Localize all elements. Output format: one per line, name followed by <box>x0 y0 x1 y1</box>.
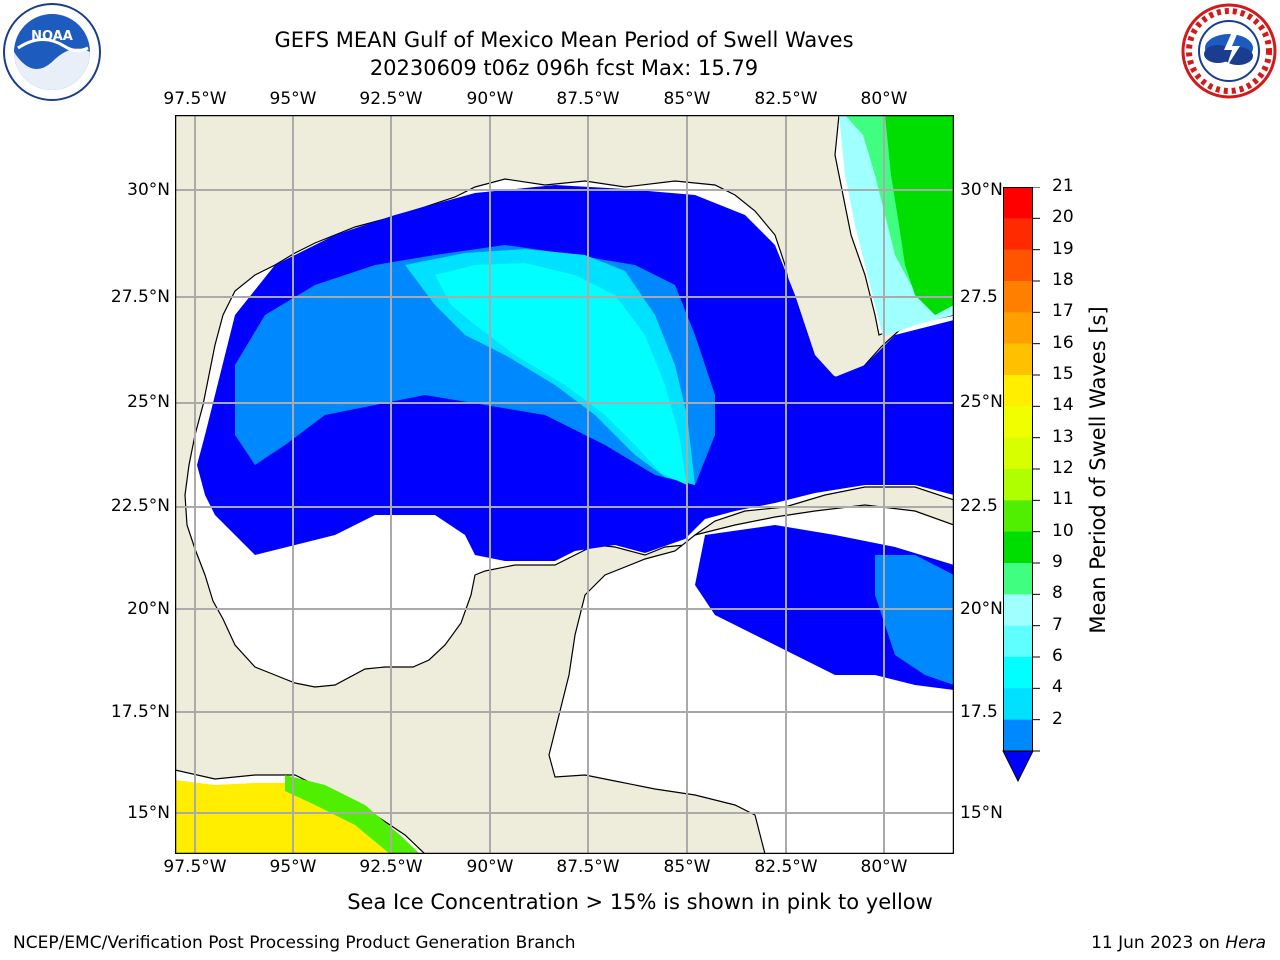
noaa-logo-icon: NOAA <box>3 3 101 101</box>
colorbar-tick-label: 6 <box>1052 646 1063 666</box>
colorbar-tick-label: 12 <box>1052 458 1074 478</box>
colorbar-segment <box>1003 625 1033 658</box>
lat-label: 30°N <box>960 180 1003 200</box>
swell-band-pacific-green <box>285 775 420 854</box>
colorbar-segment <box>1003 594 1033 627</box>
lon-label: 92.5°W <box>359 857 423 877</box>
colorbar-tick-label: 11 <box>1052 489 1074 510</box>
colorbar-extend-arrow <box>1002 750 1034 783</box>
colorbar-segment <box>1003 531 1033 564</box>
colorbar-tick-label: 10 <box>1052 520 1074 541</box>
colorbar-tick-label: 21 <box>1052 176 1074 196</box>
lat-label: 27.5 <box>960 287 998 307</box>
lat-label: 15°N <box>960 803 1003 823</box>
lon-label: 82.5°W <box>754 89 818 109</box>
colorbar-segment <box>1003 312 1033 345</box>
colorbar-tick-label: 9 <box>1052 552 1063 572</box>
footer-host: Hera <box>1225 933 1266 953</box>
colorbar-label: Mean Period of Swell Waves [s] <box>1086 306 1110 634</box>
colorbar-tick-label: 7 <box>1052 614 1063 635</box>
lon-label: 90°W <box>466 857 514 877</box>
lat-label: 20°N <box>960 599 1003 619</box>
colorbar-segment <box>1003 343 1033 376</box>
colorbar-segment <box>1003 281 1033 313</box>
colorbar-tick-label: 14 <box>1052 395 1074 416</box>
lon-label: 87.5°W <box>556 857 620 877</box>
lon-label: 80°W <box>860 89 908 109</box>
lat-label: 25°N <box>127 392 170 412</box>
colorbar-segment <box>1003 657 1033 689</box>
lon-label: 90°W <box>466 89 514 109</box>
footer-date-text: 11 Jun 2023 on <box>1091 933 1226 953</box>
colorbar-segment <box>1003 688 1033 721</box>
lat-label: 22.5°N <box>110 496 170 516</box>
swell-band-pacific-high <box>175 780 395 854</box>
swell-band-carib-mid <box>875 555 954 685</box>
map-frame <box>175 115 954 854</box>
colorbar-tick-label: 2 <box>1052 708 1063 729</box>
colorbar-tick-label: 15 <box>1052 364 1074 384</box>
colorbar-segment <box>1003 719 1033 752</box>
colorbar-tick-label: 4 <box>1052 677 1063 698</box>
colorbar-tick-label: 20 <box>1052 207 1074 228</box>
colorbar-segment <box>1003 469 1033 501</box>
colorbar-tick-label: 16 <box>1052 332 1074 353</box>
lon-label: 80°W <box>860 857 908 877</box>
lat-label: 25°N <box>960 392 1003 412</box>
sea-ice-note: Sea Ice Concentration > 15% is shown in … <box>347 890 933 914</box>
colorbar-tick-label: 18 <box>1052 270 1074 290</box>
lat-label: 17.5°N <box>110 702 170 722</box>
lon-label: 97.5°W <box>163 857 227 877</box>
footer-date: 11 Jun 2023 on Hera <box>1091 933 1266 953</box>
lon-label: 87.5°W <box>556 89 620 109</box>
lat-label: 22.5 <box>960 496 998 516</box>
colorbar-segment <box>1003 249 1033 282</box>
lon-label: 95°W <box>269 857 317 877</box>
lat-label: 15°N <box>127 803 170 823</box>
colorbar-segment <box>1003 500 1033 533</box>
lat-label: 30°N <box>127 180 170 200</box>
colorbar-segment <box>1003 437 1033 470</box>
lon-label: 82.5°W <box>754 857 818 877</box>
footer-credit: NCEP/EMC/Verification Post Processing Pr… <box>13 933 576 953</box>
swell-band-8-9 <box>435 263 687 485</box>
swell-band-atl-high <box>885 115 954 315</box>
lat-label: 27.5°N <box>110 287 170 307</box>
lat-label: 17.5 <box>960 702 998 722</box>
colorbar-segment <box>1003 218 1033 251</box>
lon-label: 92.5°W <box>359 89 423 109</box>
colorbar-tick-label: 8 <box>1052 583 1063 604</box>
map-subtitle: 20230609 t06z 096h fcst Max: 15.79 <box>369 56 759 80</box>
graticule <box>175 115 954 854</box>
lon-label: 85°W <box>663 89 711 109</box>
colorbar-segment <box>1003 406 1033 439</box>
colorbar-segment <box>1003 187 1033 219</box>
colorbar-tick-label: 19 <box>1052 238 1074 259</box>
lon-label: 85°W <box>663 857 711 877</box>
noaa-logo-text: NOAA <box>31 29 73 44</box>
colorbar <box>1002 187 1040 783</box>
lon-label: 97.5°W <box>163 89 227 109</box>
map-panel <box>175 115 954 854</box>
colorbar-tick-label: 17 <box>1052 301 1074 322</box>
colorbar-frame <box>1003 187 1033 752</box>
lon-label: 95°W <box>269 89 317 109</box>
map-title: GEFS MEAN Gulf of Mexico Mean Period of … <box>274 28 854 52</box>
colorbar-segment <box>1003 375 1033 407</box>
lat-label: 20°N <box>127 599 170 619</box>
colorbar-tick-label: 13 <box>1052 426 1074 447</box>
nws-logo-icon <box>1181 3 1277 99</box>
colorbar-segment <box>1003 563 1033 595</box>
